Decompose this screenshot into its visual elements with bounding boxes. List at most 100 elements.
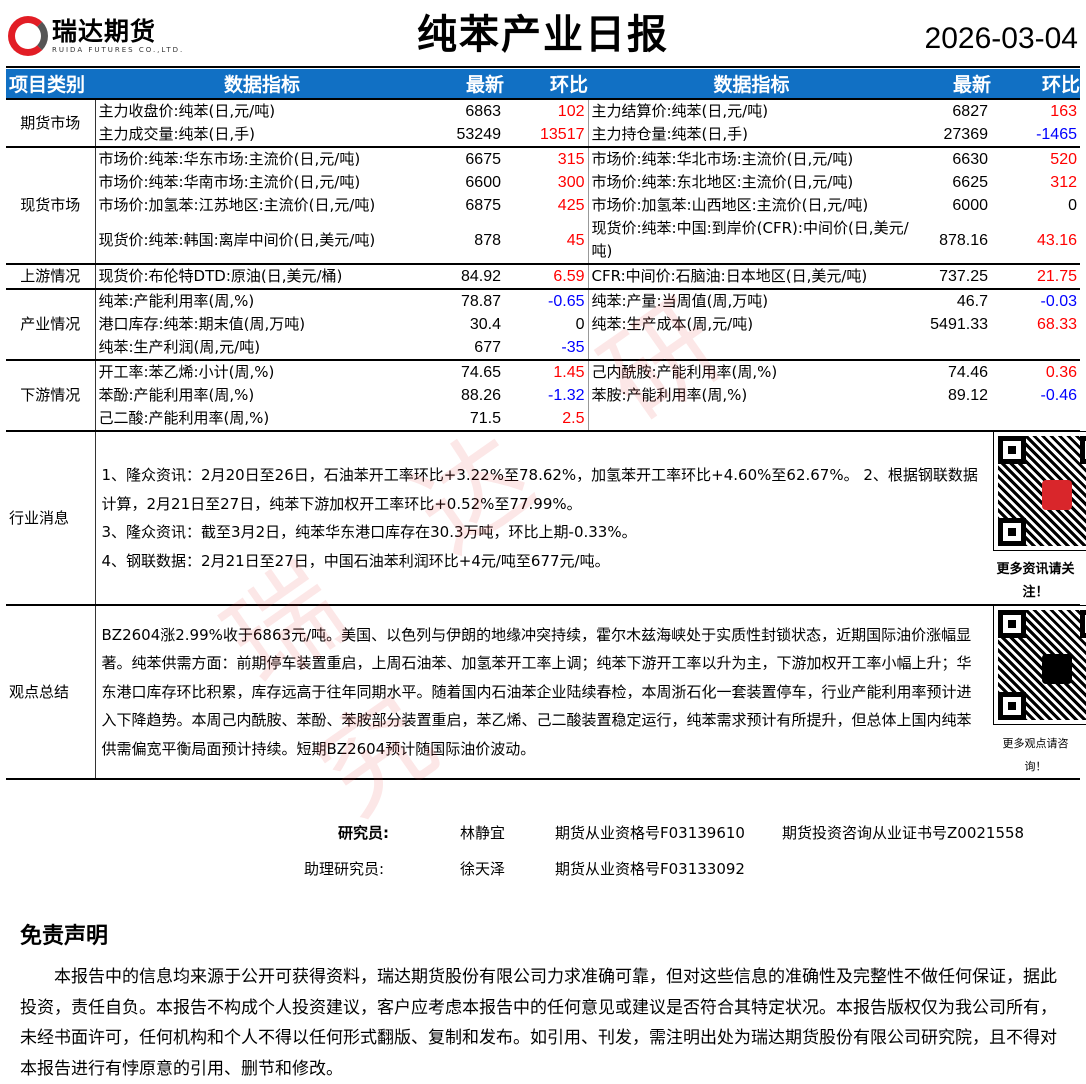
logo-english: RUIDA FUTURES CO.,LTD. — [52, 46, 185, 54]
latest-value: 6675 — [465, 151, 501, 168]
header-latest: 最新 — [915, 69, 991, 99]
view-text: BZ2604涨2.99%收于6863元/吨。美国、以色列与伊朗的地缘冲突持续，霍… — [101, 625, 972, 758]
change-value: 13517 — [504, 123, 589, 147]
indicator-label: 纯苯:产量:当周值(周,万吨) — [591, 292, 769, 310]
change-value: 312 — [1050, 174, 1077, 191]
indicator-label: 市场价:纯苯:华南市场:主流价(日,元/吨) — [98, 173, 361, 191]
indicator-label: 市场价:纯苯:东北地区:主流价(日,元/吨) — [591, 173, 854, 191]
table-row: 下游情况 开工率:苯乙烯:小计(周,%) 74.65 1.45 己内酰胺:产能利用率(周… — [6, 360, 1080, 431]
indicator-label: 现货价:纯苯:中国:到岸价(CFR):中间价(日,美元/吨) — [591, 219, 909, 260]
table-row: 己二酸:产能利用率(周,%) 71.5 2.5 — [6, 407, 1080, 431]
change-value: -0.65 — [504, 289, 589, 313]
section-4: 下游情况 开工率:苯乙烯:小计(周,%) 74.65 1.45 己内酰胺:产能利用率(周… — [6, 360, 1080, 431]
latest-value: 878 — [474, 231, 501, 249]
researcher-advisory-cert: 期货投资咨询从业证书号Z0021558 — [782, 824, 1025, 842]
change-value — [991, 407, 1080, 431]
change-value: 68.33 — [1036, 316, 1077, 333]
latest-value: 6625 — [952, 174, 988, 191]
table-row: 市场价:加氢苯:江苏地区:主流价(日,元/吨) 6875 425 市场价:加氢苯:山西… — [6, 194, 1080, 217]
latest-value: 6600 — [465, 174, 501, 191]
disclaimer-title: 免责声明 — [20, 924, 109, 949]
table-row: 期货市场 主力收盘价:纯苯(日,元/吨) 6863 102 主力结算价:纯苯(日,元/吨… — [6, 99, 1080, 147]
table-row: 主力成交量:纯苯(日,手) 53249 13517 主力持仓量:纯苯(日,手) 2736… — [6, 123, 1080, 147]
indicator-label: 己二酸:产能利用率(周,%) — [98, 409, 270, 427]
assistant-name: 徐天泽 — [460, 860, 506, 878]
qr-cell: 更多资讯请关注！ — [991, 431, 1086, 605]
latest-value: 53249 — [456, 126, 502, 143]
indicator-label: 现货价:纯苯:韩国:离岸中间价(日,美元/吨) — [98, 230, 376, 249]
change-value: -0.46 — [1040, 387, 1077, 404]
change-value: 21.75 — [1036, 268, 1077, 285]
latest-value: 677 — [474, 339, 501, 356]
indicator-label: 苯酚:产能利用率(周,%) — [98, 386, 255, 404]
assistant-label: 助理研究员: — [304, 860, 385, 878]
header-indicator: 数据指标 — [95, 69, 429, 99]
latest-value — [915, 336, 991, 360]
change-value: -1465 — [1036, 126, 1077, 143]
researcher-label: 研究员: — [338, 824, 389, 842]
category-cell: 上游情况 — [6, 264, 96, 289]
view-section: 观点总结 BZ2604涨2.99%收于6863元/吨。美国、以色列与伊朗的地缘冲… — [6, 605, 1086, 779]
header-category: 项目类别 — [6, 69, 95, 99]
indicator-label — [588, 336, 915, 360]
header-change: 环比 — [504, 69, 588, 99]
indicator-label — [588, 407, 915, 431]
change-value: 102 — [504, 99, 589, 123]
latest-value: 88.26 — [460, 387, 501, 404]
table-header: 项目类别 数据指标 最新 环比 数据指标 最新 环比 — [6, 69, 1080, 99]
logo-icon — [8, 16, 48, 56]
report-title: 纯苯产业日报 — [417, 12, 669, 58]
table-row: 现货市场 市场价:纯苯:华东市场:主流价(日,元/吨) 6675 315 市场价:纯苯:… — [6, 147, 1080, 264]
indicator-label: 纯苯:生产成本(周,元/吨) — [591, 315, 754, 333]
indicator-label: 开工率:苯乙烯:小计(周,%) — [98, 363, 275, 381]
header-latest: 最新 — [429, 69, 504, 99]
latest-value: 6827 — [952, 103, 988, 120]
assistant-cert: 期货从业资格号F03133092 — [555, 860, 745, 878]
researcher-cert: 期货从业资格号F03139610 — [555, 824, 745, 842]
latest-value: 6000 — [952, 197, 988, 214]
latest-value: 46.7 — [956, 293, 988, 310]
indicator-label: 苯胺:产能利用率(周,%) — [591, 386, 748, 404]
header-indicator: 数据指标 — [588, 69, 915, 99]
latest-value: 878.16 — [939, 231, 988, 249]
company-logo: 瑞达期货 RUIDA FUTURES CO.,LTD. — [8, 16, 184, 56]
table-row: 纯苯:生产利润(周,元/吨) 677 -35 — [6, 336, 1080, 360]
logo-name: 瑞达期货 — [52, 17, 157, 46]
change-value: 163 — [1050, 103, 1077, 120]
table-row: 上游情况 现货价:布伦特DTD:原油(日,美元/桶) 84.92 6.59 CFR:中间… — [6, 264, 1080, 289]
indicator-label: 市场价:纯苯:华东市场:主流价(日,元/吨) — [98, 150, 361, 168]
qr-caption: 更多观点请咨询！ — [1002, 737, 1069, 773]
qr-code-icon — [993, 431, 1086, 551]
change-value: 1.45 — [504, 360, 589, 384]
change-value: 520 — [1050, 151, 1077, 168]
change-value: 315 — [504, 147, 589, 171]
indicator-label: 纯苯:生产利润(周,元/吨) — [98, 338, 261, 356]
latest-value — [915, 407, 991, 431]
category-cell: 期货市场 — [6, 99, 96, 147]
header-change: 环比 — [991, 69, 1080, 99]
category-cell: 产业情况 — [6, 289, 96, 360]
table-row: 港口库存:纯苯:期末值(周,万吨) 30.4 0 纯苯:生产成本(周,元/吨) 5491… — [6, 313, 1080, 336]
latest-value: 74.65 — [460, 364, 501, 381]
change-value: 300 — [504, 171, 589, 194]
change-value: 43.16 — [1036, 231, 1077, 249]
category-cell: 下游情况 — [6, 360, 96, 431]
indicator-label: 纯苯:产能利用率(周,%) — [98, 292, 255, 310]
wechat-qr-code-icon — [993, 605, 1086, 725]
latest-value: 6630 — [952, 151, 988, 168]
indicator-label: 市场价:加氢苯:江苏地区:主流价(日,元/吨) — [98, 196, 376, 214]
change-value: 2.5 — [504, 407, 589, 431]
indicator-label: CFR:中间价:石脑油:日本地区(日,美元/吨) — [591, 267, 868, 285]
change-value: 0 — [504, 313, 589, 336]
table-row: 市场价:纯苯:华南市场:主流价(日,元/吨) 6600 300 市场价:纯苯:东北地区… — [6, 171, 1080, 194]
indicator-label: 主力收盘价:纯苯(日,元/吨) — [98, 102, 276, 120]
latest-value: 6863 — [465, 103, 501, 120]
qr-caption: 更多资讯请关注！ — [996, 562, 1075, 600]
table-row: 苯酚:产能利用率(周,%) 88.26 -1.32 苯胺:产能利用率(周,%) 89.1… — [6, 384, 1080, 407]
indicator-label: 主力结算价:纯苯(日,元/吨) — [591, 102, 769, 120]
indicator-label: 己内酰胺:产能利用率(周,%) — [591, 363, 778, 381]
latest-value: 78.87 — [460, 293, 501, 310]
change-value: -35 — [504, 336, 589, 360]
latest-value: 74.46 — [947, 364, 988, 381]
change-value: -1.32 — [504, 384, 589, 407]
